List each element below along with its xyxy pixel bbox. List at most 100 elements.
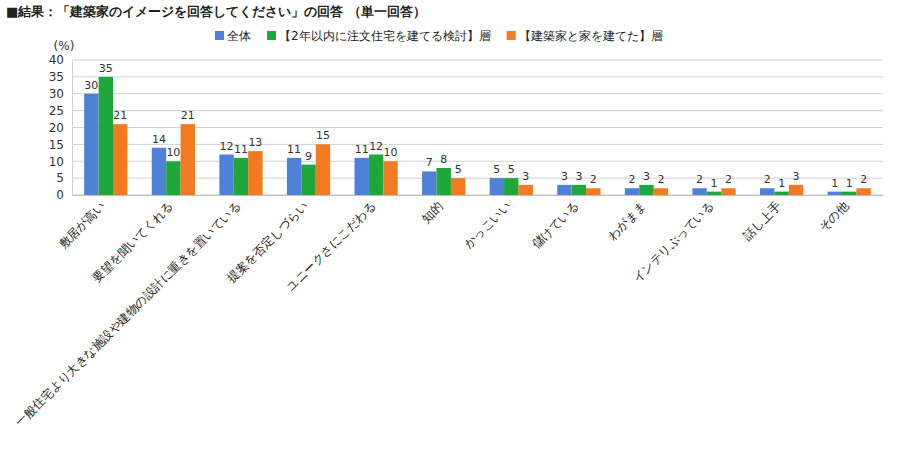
y-tick: 40 [49,53,72,67]
bar [654,188,668,195]
data-label: 3 [575,170,582,183]
data-label: 2 [590,173,597,186]
x-tick: わがまま [605,195,649,243]
bar [383,161,397,195]
data-label: 35 [99,62,113,75]
bar [760,188,774,195]
bar [519,185,533,195]
grid-line [72,76,883,77]
data-label: 13 [248,136,262,149]
bar [152,148,166,195]
y-tick: 10 [49,155,72,169]
data-label: 21 [181,109,195,122]
data-label: 11 [234,143,248,156]
bar [287,158,301,195]
legend-label: 【建築家と家を建てた】層 [519,29,663,43]
data-label: 8 [440,153,447,166]
bar [113,124,127,195]
y-tick-label: 40 [49,53,64,67]
grid-line [72,60,883,61]
x-tick-label: 知的 [419,199,446,226]
x-tick-label: かっこいい [461,199,513,251]
legend: 全体 【2年以内に注文住宅を建てる検討】層 【建築家と家を建てた】層 [215,29,663,43]
data-label: 1 [778,177,785,190]
y-tick: 15 [49,138,72,152]
x-tick: インテリぶっている [630,195,716,285]
data-label: 2 [725,173,732,186]
data-label: 30 [84,79,98,92]
y-tick: 25 [49,104,72,118]
data-label: 9 [305,150,312,163]
x-tick: 敷居が高い [56,195,108,251]
data-label: 11 [355,143,369,156]
x-tick: 一般住宅より大きな施設や建物の設計に重きを置いている [13,195,244,430]
data-label: 2 [629,173,636,186]
legend-swatch [215,31,224,40]
bar [422,171,436,195]
bars [84,77,871,195]
legend-item: 【2年以内に注文住宅を建てる検討】層 [267,29,491,43]
bar [557,185,571,195]
y-tick-label: 10 [49,155,64,169]
data-label: 5 [508,163,515,176]
bar [181,124,195,195]
x-axis-line [73,195,884,196]
legend-item: 全体 [215,29,251,43]
title: ■結果：「建築家のイメージを回答してください」の回答 （単一回答） [6,4,426,19]
bar [99,77,113,195]
data-label: 15 [316,129,330,142]
data-label: 3 [643,170,650,183]
bar [707,192,721,195]
x-tick: 話し上手 [740,195,784,243]
y-tick-label: 15 [49,138,64,152]
bar [166,161,180,195]
y-tick-label: 25 [49,104,64,118]
data-label: 2 [657,173,664,186]
y-tick-label: 30 [49,87,64,101]
x-tick-label: ユニークさにこだわる [284,199,379,294]
data-label: 2 [764,173,771,186]
x-tick: 知的 [419,195,446,226]
bar [490,178,504,195]
bar [248,151,262,195]
data-label: 12 [220,140,234,153]
bar [219,155,233,196]
y-tick-label: 35 [49,70,64,84]
data-label: 1 [711,177,718,190]
bar [842,192,856,195]
x-tick-label: インテリぶっている [630,199,716,285]
bar [639,185,653,195]
y-tick: 20 [49,121,72,135]
data-label: 3 [561,170,568,183]
data-label: 1 [831,177,838,190]
bar [451,178,465,195]
data-label: 3 [793,170,800,183]
x-tick: ユニークさにこだわる [284,195,379,294]
x-tick: 儲けている [529,195,581,251]
grid-line [72,93,883,94]
legend-label: 全体 [227,29,251,43]
bar [316,144,330,195]
data-label: 10 [384,146,398,159]
bar [586,188,600,195]
data-label: 11 [287,143,301,156]
data-label: 5 [493,163,500,176]
bar [572,185,586,195]
bar [721,188,735,195]
data-label: 14 [152,133,166,146]
bar [828,192,842,195]
x-tick: かっこいい [461,195,513,251]
bar [774,192,788,195]
grid [72,60,883,195]
bar [625,188,639,195]
bar [504,178,518,195]
x-axis: 敷居が高い要望を聞いてくれる一般住宅より大きな施設や建物の設計に重きを置いている… [13,195,884,430]
y-axis-label: (%) [54,39,75,53]
bar [436,168,450,195]
data-label: 2 [860,173,867,186]
bar [692,188,706,195]
x-tick-label: わがまま [605,199,649,243]
data-label: 7 [426,156,433,169]
y-tick-label: 0 [56,188,64,202]
data-label: 1 [846,177,853,190]
